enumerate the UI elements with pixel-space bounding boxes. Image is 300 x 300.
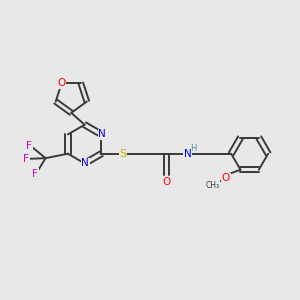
Text: N: N	[184, 149, 192, 159]
Text: F: F	[26, 141, 32, 151]
Text: H: H	[190, 144, 196, 153]
Text: N: N	[81, 158, 89, 168]
Text: CH₃: CH₃	[205, 181, 219, 190]
Text: O: O	[162, 177, 171, 187]
Text: N: N	[98, 129, 106, 140]
Text: S: S	[119, 149, 126, 159]
Text: F: F	[23, 154, 29, 164]
Text: O: O	[58, 78, 66, 88]
Text: F: F	[32, 169, 38, 178]
Text: O: O	[222, 173, 230, 183]
